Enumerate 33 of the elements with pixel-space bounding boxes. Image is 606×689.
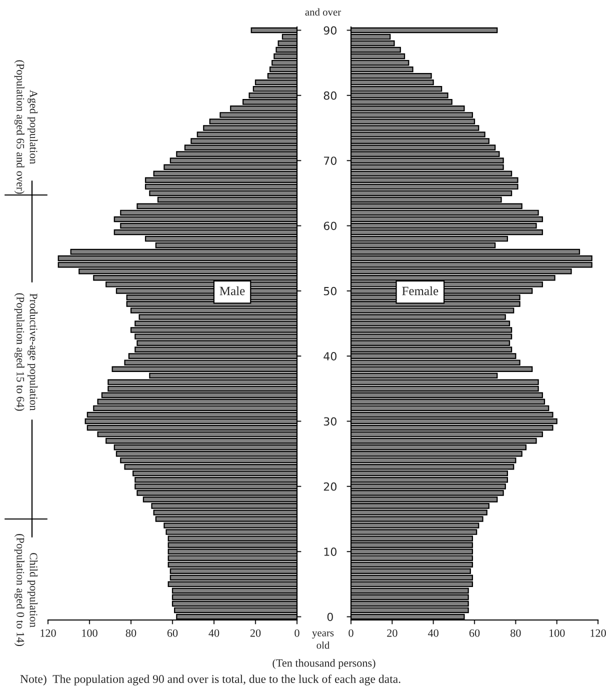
series-label: Male [220, 286, 245, 296]
y-tick-label: 10 [324, 548, 336, 556]
x-tick-label: 60 [167, 629, 178, 637]
x-tick-label: 80 [126, 629, 136, 637]
text: Productive-age population (Population aged 15 to 64) [14, 293, 38, 411]
y-tick-label: 80 [324, 91, 336, 100]
x-tick-label: 60 [469, 629, 480, 637]
text: Aged population (Population aged 65 and over) [14, 60, 38, 194]
x-tick-label: 20 [387, 629, 398, 637]
y-tick-label: 60 [324, 222, 336, 230]
text: Note) The population aged 90 and over is total, due to the luck of each age data. [20, 674, 400, 686]
y-tick-label: 0 [327, 612, 333, 622]
y-tick-label: 50 [324, 286, 336, 296]
x-tick-label: 0 [348, 629, 354, 637]
x-tick-label: 40 [428, 629, 438, 637]
y-tick-label: 30 [324, 417, 336, 426]
text: years old [312, 631, 334, 649]
y-tick-label: 20 [324, 482, 336, 491]
x-tick-label: 100 [82, 629, 98, 637]
x-tick-label: 0 [294, 629, 300, 637]
text: (Ten thousand persons) [272, 658, 376, 670]
x-tick-label: 120 [40, 629, 56, 637]
y-tick-label: 40 [324, 352, 336, 360]
x-tick-label: 80 [510, 629, 521, 637]
x-tick-label: 100 [549, 629, 565, 637]
x-tick-label: 120 [590, 629, 606, 637]
x-tick-label: 40 [208, 629, 220, 637]
y-tick-label: 90 [324, 26, 336, 35]
text: and over [305, 8, 341, 16]
text: Child population (Population aged 0 to 14) [14, 534, 38, 646]
series-label: Female [402, 286, 438, 296]
y-tick-label: 70 [324, 156, 336, 165]
x-tick-label: 20 [250, 629, 261, 637]
